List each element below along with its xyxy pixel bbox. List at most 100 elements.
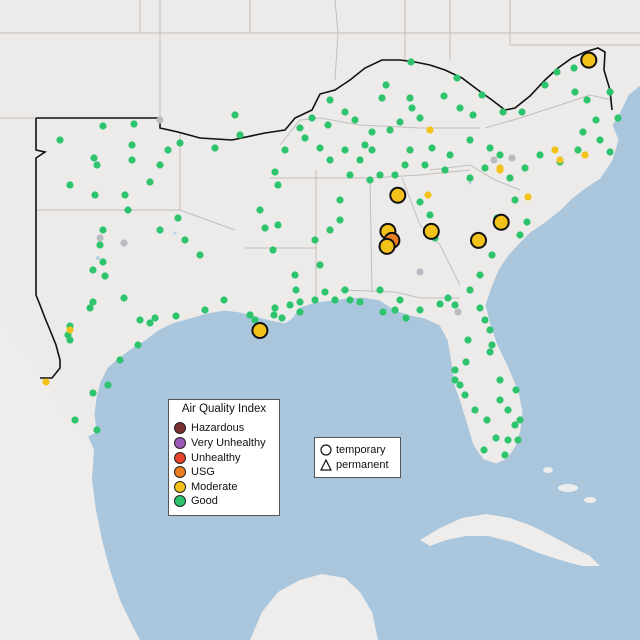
good-monitor-dot [451, 376, 459, 384]
good-monitor-dot [579, 128, 587, 136]
good-monitor-dot [220, 296, 228, 304]
temporary-monitor-marker[interactable] [470, 231, 487, 249]
good-monitor-dot [116, 356, 124, 364]
good-monitor-dot [281, 146, 289, 154]
good-monitor-dot [269, 246, 277, 254]
good-monitor-dot [101, 272, 109, 280]
good-monitor-dot [514, 436, 522, 444]
nodata-monitors [96, 116, 516, 316]
good-monitor-dot [511, 421, 519, 429]
legend-label: Very Unhealthy [191, 437, 266, 449]
good-monitor-dot [341, 146, 349, 154]
good-monitor-dot [256, 206, 264, 214]
good-monitor-dot [496, 376, 504, 384]
good-monitor-dot [456, 381, 464, 389]
good-monitor-dot [196, 251, 204, 259]
moderate-monitor-dot [496, 166, 504, 174]
good-monitor-dot [336, 216, 344, 224]
good-monitor-dot [351, 116, 359, 124]
good-monitor-dot [89, 298, 97, 306]
good-monitor-dot [66, 181, 74, 189]
good-monitor-dot [481, 164, 489, 172]
good-monitor-dot [89, 266, 97, 274]
good-monitor-dot [130, 120, 138, 128]
good-monitor-dot [376, 171, 384, 179]
good-monitor-dot [391, 306, 399, 314]
nodata-monitor-dot [156, 116, 164, 124]
good-monitor-dot [606, 148, 614, 156]
good-monitor-dot [471, 406, 479, 414]
good-monitor-dot [516, 231, 524, 239]
moderate-monitor-dot [66, 326, 74, 334]
good-monitor-dot [316, 261, 324, 269]
legend-item-usg: USG [174, 465, 215, 479]
temporary-monitor-marker[interactable] [422, 222, 440, 240]
good-monitor-dot [406, 146, 414, 154]
good-monitor-dot [331, 296, 339, 304]
good-monitor-dot [462, 358, 470, 366]
good-monitor-dot [156, 161, 164, 169]
circle-icon [320, 443, 332, 456]
good-monitor-dot [486, 144, 494, 152]
good-monitor-dot [441, 166, 449, 174]
temporary-monitor-marker[interactable] [378, 237, 396, 255]
good-monitor-dot [99, 258, 107, 266]
temporary-monitor-marker[interactable] [251, 322, 269, 339]
good-monitor-dot [416, 198, 424, 206]
good-monitor-dot [488, 251, 496, 259]
moderate-swatch [174, 481, 186, 493]
nodata-monitor-dot [120, 239, 128, 247]
nodata-monitor-dot [490, 156, 498, 164]
good-monitor-dot [176, 139, 184, 147]
good-monitor-dot [486, 326, 494, 334]
good-monitor-dot [492, 434, 500, 442]
legend-item-permanent: permanent [320, 457, 389, 472]
good-monitor-dot [311, 236, 319, 244]
good-monitor-dot [376, 286, 384, 294]
good-monitor-dot [296, 298, 304, 306]
monitor-type-legend: temporary permanent [314, 437, 401, 478]
good-monitor-dot [90, 154, 98, 162]
temporary-monitor-marker[interactable] [492, 213, 510, 231]
good-monitor-dot [496, 151, 504, 159]
good-monitor-dot [391, 171, 399, 179]
good-monitor-dot [136, 316, 144, 324]
good-monitor-dot [407, 58, 415, 66]
good-monitor-dot [99, 226, 107, 234]
temporary-monitor-marker[interactable] [389, 186, 407, 204]
good-monitor-dot [541, 81, 549, 89]
good-monitor-dot [341, 108, 349, 116]
good-monitor-dot [511, 196, 519, 204]
good-monitor-dot [421, 161, 429, 169]
good-monitor-dot [382, 81, 390, 89]
good-monitor-dot [151, 314, 159, 322]
good-monitor-dot [368, 146, 376, 154]
good-monitor-dot [614, 114, 622, 122]
good-monitor-dot [172, 312, 180, 320]
good-monitor-dot [406, 94, 414, 102]
good-monitor-dot [606, 88, 614, 96]
good-monitor-dot [71, 416, 79, 424]
bahamas-island [558, 484, 578, 492]
good-monitor-dot [570, 64, 578, 72]
good-monitor-dot [446, 151, 454, 159]
good-monitor-dot [396, 296, 404, 304]
good-monitor-dot [291, 271, 299, 279]
good-monitor-dot [480, 446, 488, 454]
legend-label: temporary [336, 443, 386, 456]
moderate-monitor-dot [42, 378, 50, 386]
bahamas-island [584, 497, 596, 503]
good-monitor-dot [466, 174, 474, 182]
good-monitor-dot [476, 304, 484, 312]
good-monitor-dot [378, 94, 386, 102]
region-outline [35, 47, 613, 379]
good-monitor-dot [296, 124, 304, 132]
good-monitor-dot [274, 221, 282, 229]
temporary-monitor-marker[interactable] [580, 51, 598, 69]
good-monitor-dot [296, 308, 304, 316]
good-monitor-dot [592, 116, 600, 124]
good-monitor-dot [571, 88, 579, 96]
good-monitor-dot [346, 171, 354, 179]
good-monitor-dot [402, 314, 410, 322]
